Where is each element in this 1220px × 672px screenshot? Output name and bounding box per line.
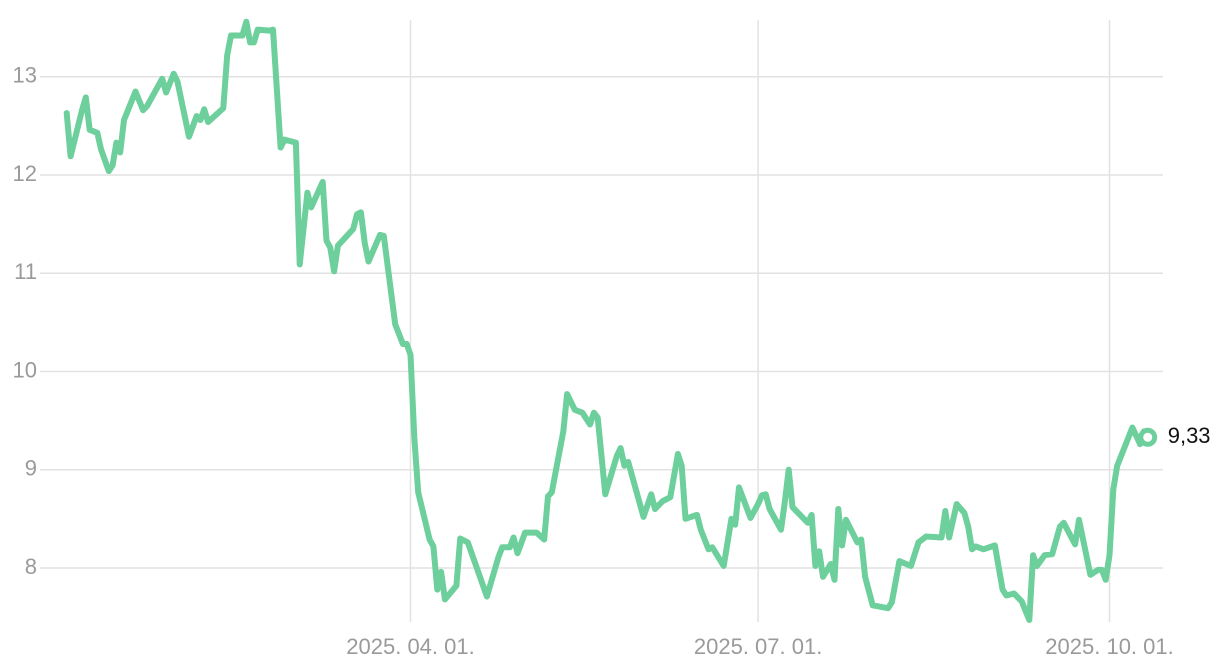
x-tick-label: 2025. 10. 01.	[1045, 634, 1173, 659]
x-tick-label: 2025. 04. 01.	[346, 634, 474, 659]
price-line	[63, 18, 1151, 623]
y-tick-label: 8	[25, 554, 37, 579]
y-tick-label: 11	[14, 259, 37, 284]
y-tick-label: 13	[13, 63, 37, 88]
y-tick-label: 12	[13, 161, 37, 186]
x-tick-label: 2025. 07. 01.	[694, 634, 822, 659]
last-value-label: 9,33	[1168, 423, 1211, 448]
y-tick-label: 10	[13, 357, 37, 382]
y-tick-label: 9	[25, 456, 37, 481]
last-point	[1138, 427, 1158, 447]
